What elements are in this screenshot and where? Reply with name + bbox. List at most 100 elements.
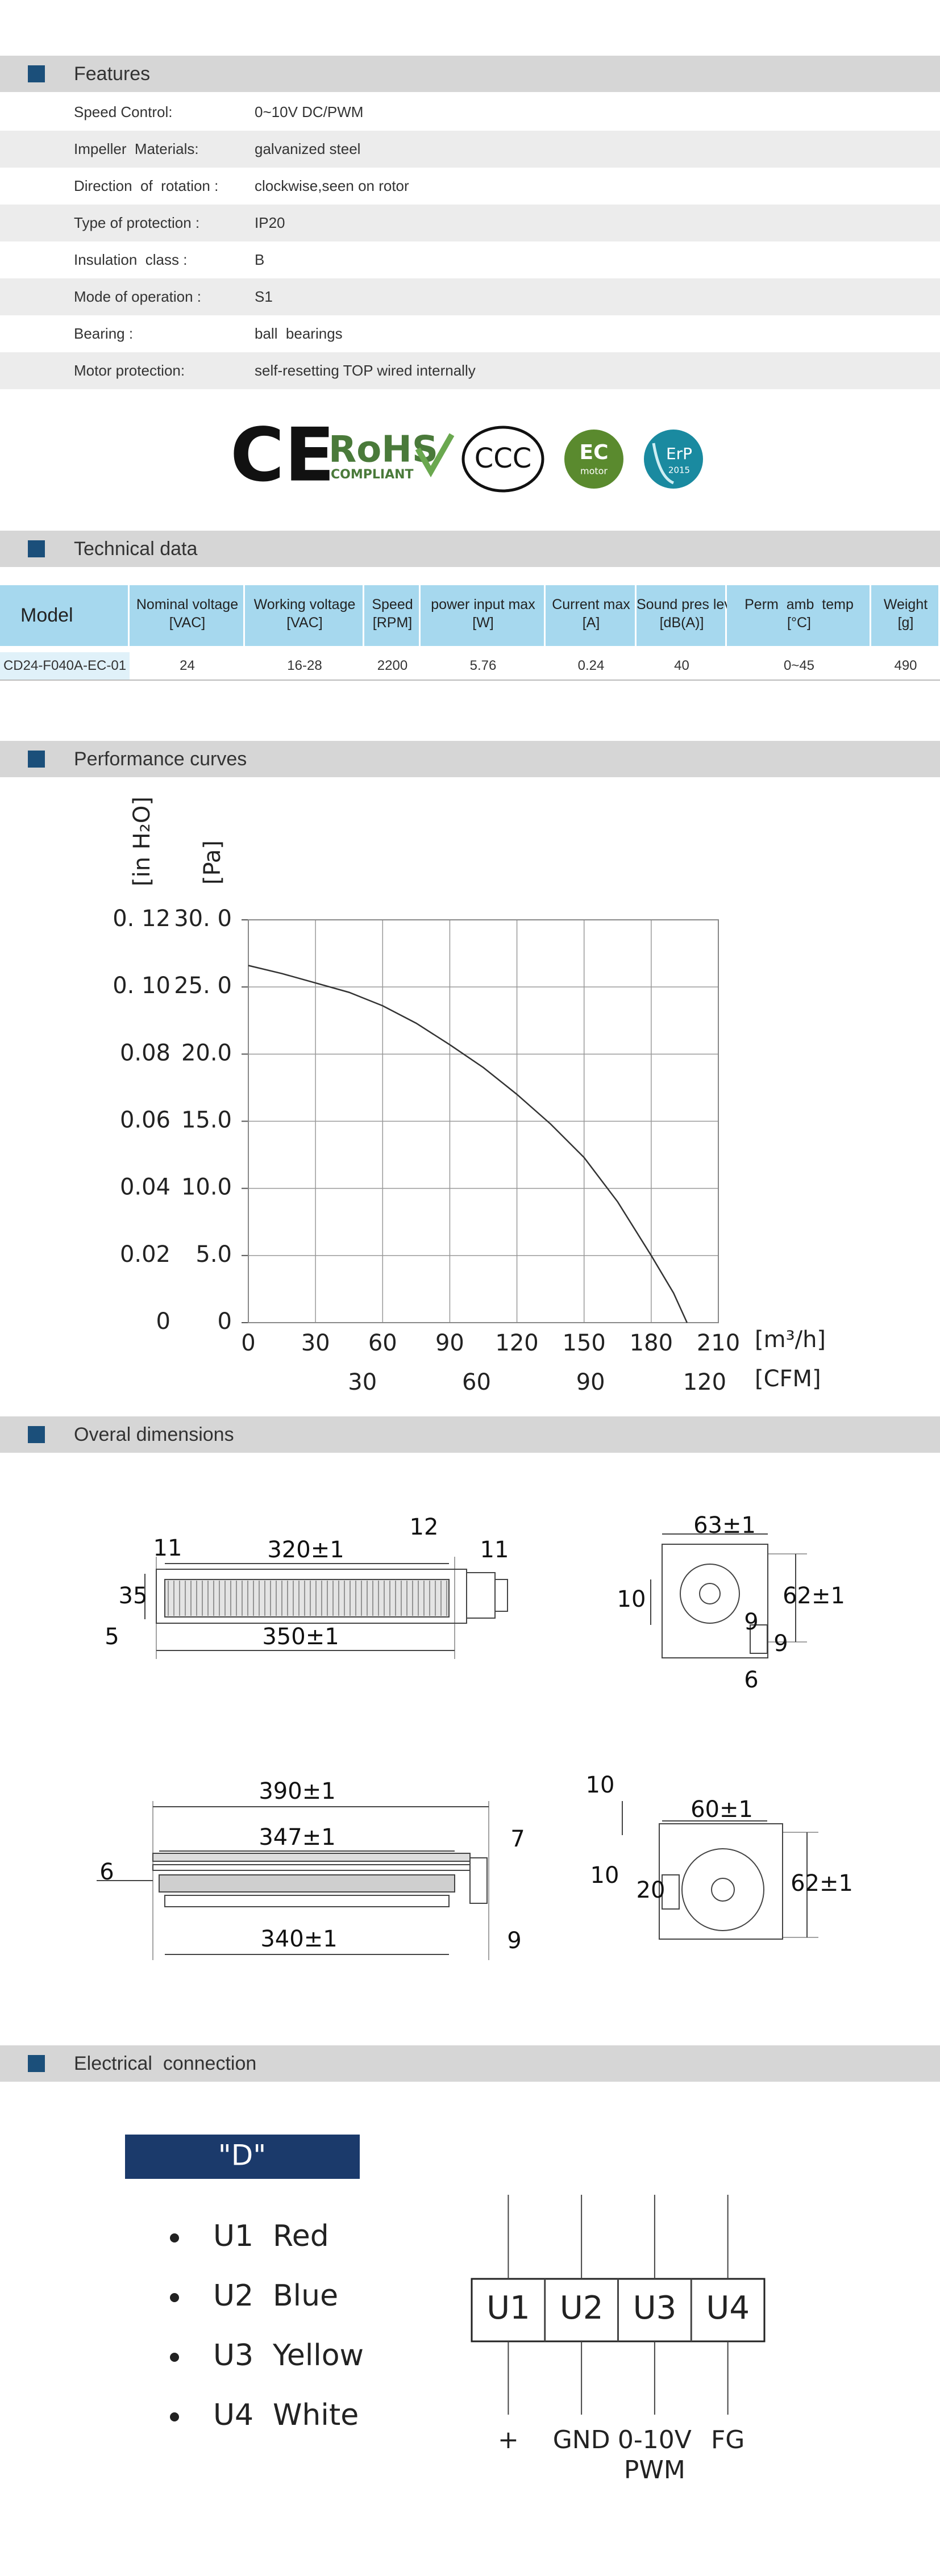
section-marker xyxy=(28,540,45,557)
feature-row xyxy=(0,94,940,131)
dimension-label: 6 xyxy=(99,1859,114,1885)
connector-title: "D" xyxy=(218,2139,267,2172)
logo-rohs: RoHS xyxy=(328,429,438,471)
drawing-part xyxy=(159,1874,455,1893)
table-cell: 24 xyxy=(180,658,195,673)
feature-value: clockwise,seen on rotor xyxy=(255,177,409,194)
feature-row xyxy=(0,315,940,352)
feature-row xyxy=(0,205,940,241)
connector-pin: U4 xyxy=(706,2290,750,2327)
bullet xyxy=(170,2293,179,2302)
wire-pin: U4 xyxy=(213,2398,253,2432)
y-axis-title: [Pa] xyxy=(199,840,226,885)
dimension-label: 9 xyxy=(744,1609,758,1635)
feature-value: self-resetting TOP wired internally xyxy=(255,362,476,379)
dimension-label: 350±1 xyxy=(262,1624,339,1650)
dimension-label: 9 xyxy=(773,1631,788,1657)
dimension-label: 11 xyxy=(480,1537,509,1563)
table-header-cell xyxy=(421,585,546,646)
x-tick-label: 0 xyxy=(241,1330,255,1356)
x2-tick-label: 60 xyxy=(462,1369,491,1395)
feature-label: Direction of rotation : xyxy=(74,177,219,194)
table-header-unit: [VAC] xyxy=(169,615,206,631)
x-tick-label: 150 xyxy=(563,1330,606,1356)
feature-label: Type of protection : xyxy=(74,214,200,231)
x2-axis-title: [CFM] xyxy=(755,1366,821,1392)
dimension-label: 60±1 xyxy=(691,1796,753,1823)
table-header-text: Model xyxy=(20,605,73,626)
dimension-label: 63±1 xyxy=(693,1512,756,1539)
x-tick-label: 90 xyxy=(435,1330,464,1356)
feature-label: Insulation class : xyxy=(74,251,188,268)
table-header-cell xyxy=(727,585,871,646)
bullet xyxy=(170,2353,179,2362)
y-tick-label: 25. 0 xyxy=(174,973,232,999)
table-header-unit: [RPM] xyxy=(372,615,413,631)
wire-pin: U1 xyxy=(213,2219,253,2253)
feature-value: ball bearings xyxy=(255,325,343,342)
connector-title-box xyxy=(125,2135,360,2179)
dimension-label: 320±1 xyxy=(267,1537,344,1563)
table-header-unit: [g] xyxy=(897,615,914,631)
feature-label: Mode of operation : xyxy=(74,288,202,305)
table-header-unit: [W] xyxy=(472,615,494,631)
drawing-part xyxy=(469,1857,488,1904)
table-header-unit: [°C] xyxy=(787,615,811,631)
dimension-label: 347±1 xyxy=(259,1824,335,1850)
y2-axis-title: [in H₂O] xyxy=(129,797,155,886)
drawing-part xyxy=(662,1544,768,1658)
wire-color: Blue xyxy=(273,2279,338,2313)
feature-label: Speed Control: xyxy=(74,103,173,120)
feature-row xyxy=(0,352,940,389)
x2-tick-label: 120 xyxy=(683,1369,726,1395)
logo-ccc-ring xyxy=(461,426,544,493)
drawing-part xyxy=(152,1864,471,1871)
table-cell: 40 xyxy=(674,658,689,673)
bullet xyxy=(170,2233,179,2242)
connector-signal: + xyxy=(498,2425,519,2454)
drawing-part xyxy=(750,1624,768,1654)
x-axis-title: [m³/h] xyxy=(755,1327,826,1353)
table-cell: 2200 xyxy=(377,658,408,673)
table-header-text: Current max xyxy=(552,597,630,612)
table-header-cell xyxy=(871,585,940,646)
drawing-part xyxy=(466,1572,496,1619)
dimension-label: 20 xyxy=(637,1877,666,1903)
y2-tick-label: 0.08 xyxy=(120,1040,170,1066)
drawing-part xyxy=(164,1579,450,1618)
table-cell: 490 xyxy=(894,658,917,673)
y-tick-label: 5.0 xyxy=(196,1241,232,1268)
wire-pin: U2 xyxy=(213,2279,253,2313)
table-cell: CD24-F040A-EC-01 xyxy=(0,652,130,680)
dimension-label: 35 xyxy=(119,1583,148,1609)
y2-tick-label: 0.02 xyxy=(120,1241,170,1268)
feature-label: Bearing : xyxy=(74,325,134,342)
feature-value: S1 xyxy=(255,288,273,305)
logo-erp-disc xyxy=(644,430,703,489)
section-title: Overal dimensions xyxy=(74,1424,234,1445)
table-cell: 5.76 xyxy=(469,658,497,673)
x-tick-label: 60 xyxy=(368,1330,397,1356)
logo-erp-leaf xyxy=(652,443,675,485)
table-header-text: Weight xyxy=(883,597,928,612)
feature-row xyxy=(0,278,940,315)
dimension-label: 62±1 xyxy=(783,1583,845,1609)
table-header-unit: [VAC] xyxy=(286,615,323,631)
section-title: Electrical connection xyxy=(74,2053,257,2074)
x2-tick-label: 30 xyxy=(348,1369,377,1395)
drawing-part xyxy=(662,1874,680,1910)
connector-pin: U3 xyxy=(633,2290,677,2327)
y-tick-label: 15.0 xyxy=(181,1107,232,1133)
dimension-label: 10 xyxy=(617,1586,646,1612)
x-tick-label: 30 xyxy=(301,1330,330,1356)
wire-color: Red xyxy=(273,2219,329,2253)
section-marker xyxy=(28,2055,45,2072)
drawing-part xyxy=(494,1579,508,1612)
logo-ec: EC xyxy=(579,441,608,464)
table-cell: 0.24 xyxy=(577,658,605,673)
feature-label: Motor protection: xyxy=(74,362,185,379)
logo-check xyxy=(415,433,455,478)
connector-signal: FG xyxy=(711,2425,744,2454)
table-header-cell xyxy=(546,585,637,646)
